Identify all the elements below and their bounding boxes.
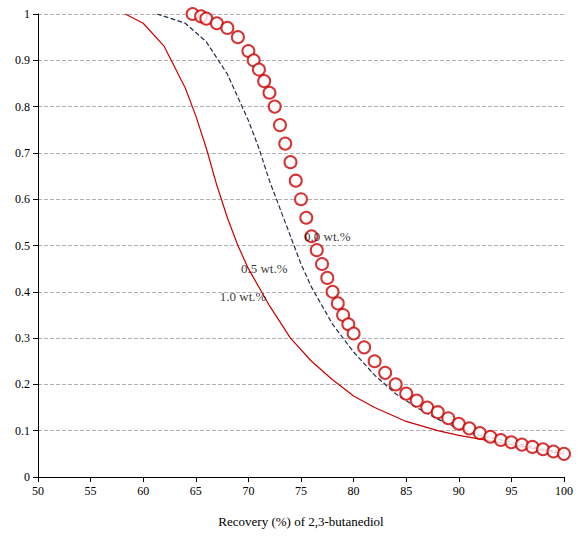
svg-text:0.1: 0.1 [15,424,30,438]
svg-text:95: 95 [505,484,517,498]
svg-text:70: 70 [242,484,254,498]
svg-text:0.5: 0.5 [15,239,30,253]
svg-text:60: 60 [137,484,149,498]
svg-text:50: 50 [32,484,44,498]
svg-text:0.4: 0.4 [15,285,30,299]
svg-text:1.0 wt.%: 1.0 wt.% [220,289,267,304]
svg-text:0.2: 0.2 [15,377,30,391]
svg-text:90: 90 [453,484,465,498]
svg-text:0.7: 0.7 [15,146,30,160]
svg-text:Recovery (%) of 2,3-butanediol: Recovery (%) of 2,3-butanediol [218,514,384,529]
svg-text:0: 0 [24,470,30,484]
svg-text:1: 1 [24,7,30,21]
svg-text:55: 55 [85,484,97,498]
svg-text:0.5 wt.%: 0.5 wt.% [241,261,288,276]
svg-text:75: 75 [295,484,307,498]
svg-text:65: 65 [190,484,202,498]
svg-text:0.6: 0.6 [15,192,30,206]
svg-text:100: 100 [555,484,573,498]
svg-text:0.3: 0.3 [15,331,30,345]
svg-text:0.8: 0.8 [15,100,30,114]
svg-text:0.0 wt.%: 0.0 wt.% [304,229,351,244]
svg-text:80: 80 [348,484,360,498]
svg-text:0.9: 0.9 [15,53,30,67]
svg-text:85: 85 [400,484,412,498]
